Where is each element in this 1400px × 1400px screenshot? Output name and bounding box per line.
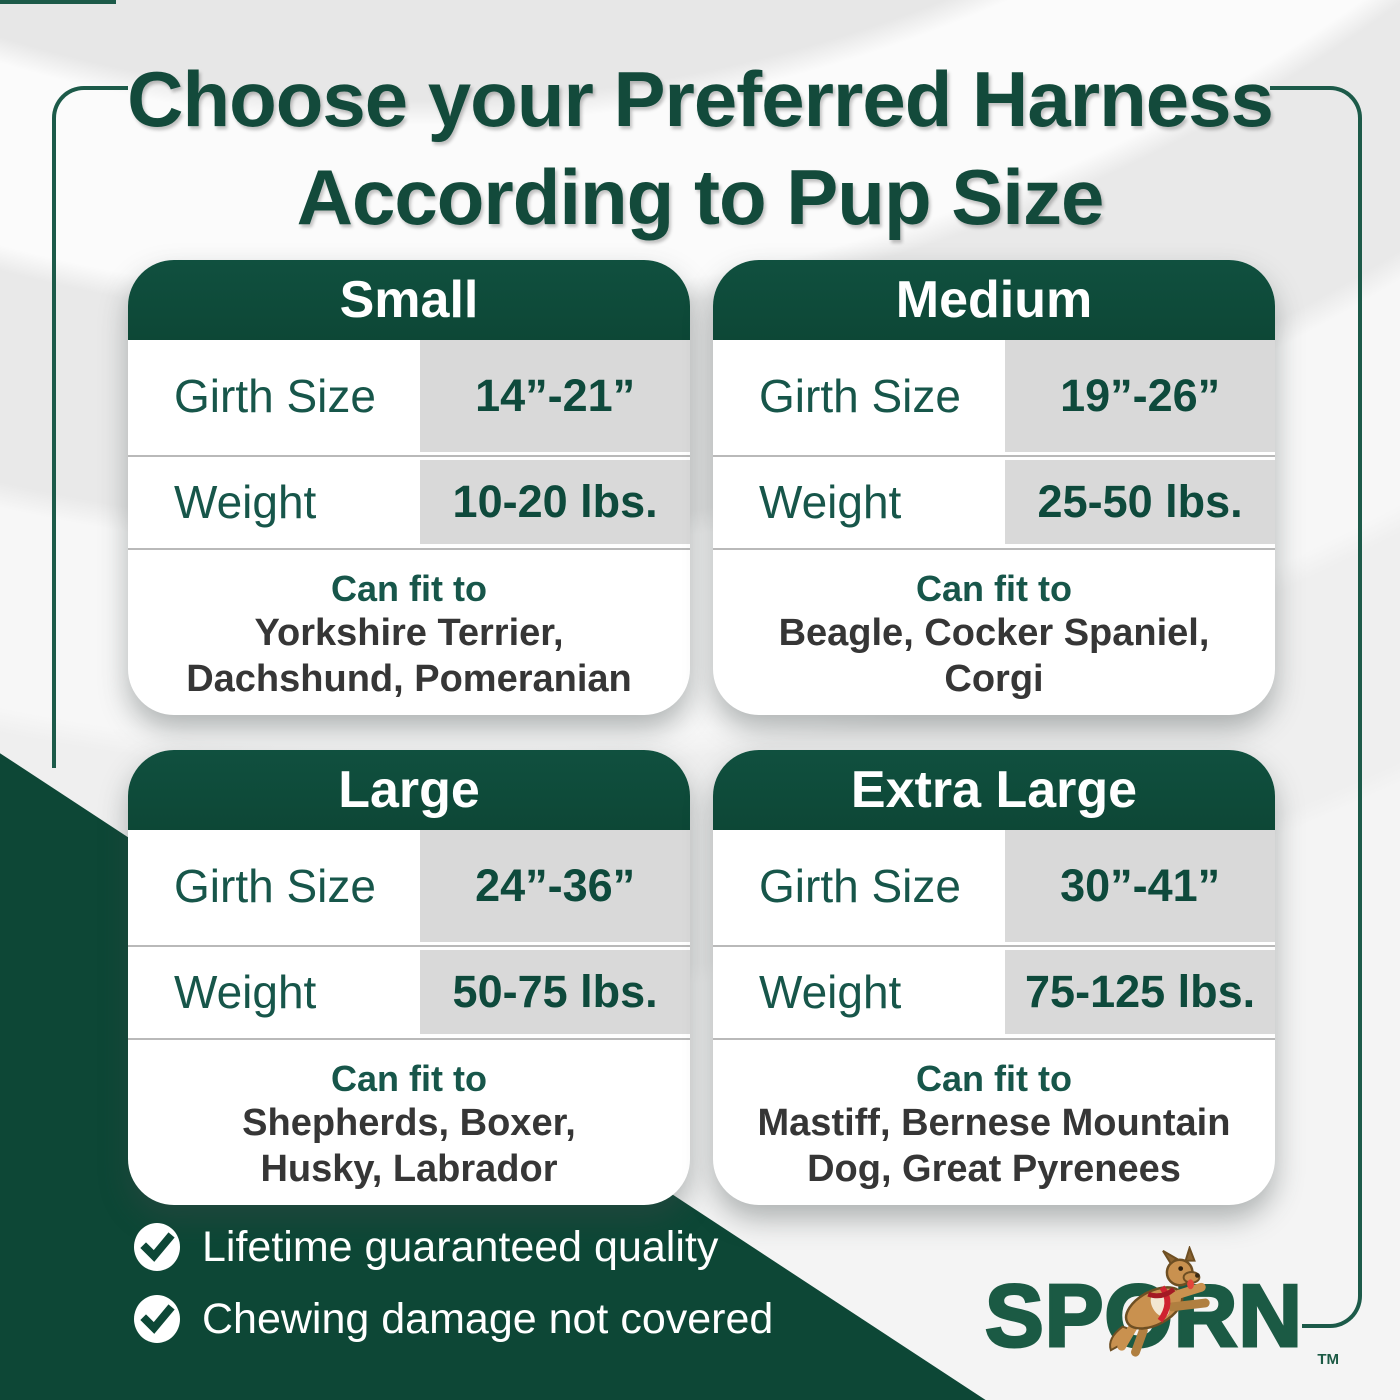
girth-label: Girth Size	[759, 860, 961, 912]
card-header-small: Small	[128, 260, 690, 340]
weight-value-cell: 10-20 lbs.	[420, 460, 690, 544]
fit-section: Can fit to Yorkshire Terrier, Dachshund,…	[128, 556, 690, 715]
girth-value-cell: 19”-26”	[1005, 340, 1275, 452]
card-title: Medium	[895, 271, 1093, 329]
sporn-logo: SPORN TM	[984, 1246, 1345, 1382]
girth-label: Girth Size	[174, 860, 376, 912]
weight-label: Weight	[174, 966, 317, 1018]
fit-breeds-line: Dachshund, Pomeranian	[186, 658, 632, 700]
check-icon	[134, 1295, 180, 1343]
card-header-extra-large: Extra Large	[713, 750, 1275, 830]
fit-breeds-line: Dog, Great Pyrenees	[807, 1148, 1181, 1190]
weight-label: Weight	[759, 476, 902, 528]
bullet-text: Chewing damage not covered	[202, 1294, 774, 1343]
row-divider	[713, 1038, 1275, 1040]
fit-breeds-line: Yorkshire Terrier,	[254, 612, 564, 654]
girth-value-cell: 30”-41”	[1005, 830, 1275, 942]
fit-section: Can fit to Beagle, Cocker Spaniel, Corgi	[713, 556, 1275, 715]
card-title: Extra Large	[850, 761, 1138, 819]
card-header-medium: Medium	[713, 260, 1275, 340]
girth-label: Girth Size	[174, 370, 376, 422]
chewing-bullet: Chewing damage not covered	[132, 1294, 773, 1344]
fit-label: Can fit to	[916, 1058, 1072, 1099]
card-title: Large	[338, 761, 480, 819]
bullet-text: Lifetime guaranteed quality	[202, 1222, 719, 1271]
row-divider	[128, 455, 690, 457]
fit-breeds-line: Shepherds, Boxer,	[242, 1102, 576, 1144]
weight-label: Weight	[174, 476, 317, 528]
fit-breeds-line: Mastiff, Bernese Mountain	[757, 1102, 1231, 1144]
fit-label: Can fit to	[331, 1058, 487, 1099]
trademark-symbol: TM	[1317, 1351, 1339, 1368]
girth-value: 24”-36”	[475, 860, 636, 911]
fit-section: Can fit to Shepherds, Boxer, Husky, Labr…	[128, 1046, 690, 1205]
frame-top-right	[1270, 86, 1362, 1270]
row-divider	[128, 548, 690, 550]
weight-value-cell: 25-50 lbs.	[1005, 460, 1275, 544]
card-header-large: Large	[128, 750, 690, 830]
size-card-large: Large 24”-36” 50-75 lbs. Girth Size Weig…	[128, 750, 690, 1205]
fit-breeds-line: Husky, Labrador	[260, 1148, 558, 1190]
page-title-line1: Choose your Preferred Harness	[127, 55, 1274, 143]
girth-label: Girth Size	[759, 370, 961, 422]
frame-bottom-line	[0, 0, 116, 4]
size-card-medium: Medium 19”-26” 25-50 lbs. Girth Size Wei…	[713, 260, 1275, 715]
weight-value-cell: 50-75 lbs.	[420, 950, 690, 1034]
row-divider	[713, 455, 1275, 457]
girth-value: 14”-21”	[475, 370, 636, 421]
page-title-line2: According to Pup Size	[296, 153, 1105, 241]
weight-value-cell: 75-125 lbs.	[1005, 950, 1275, 1034]
weight-value: 25-50 lbs.	[1037, 476, 1243, 527]
check-icon	[134, 1223, 180, 1271]
weight-value: 75-125 lbs.	[1025, 966, 1256, 1017]
fit-breeds-line: Beagle, Cocker Spaniel,	[778, 612, 1210, 654]
girth-value: 19”-26”	[1060, 370, 1221, 421]
size-card-extra-large: Extra Large 30”-41” 75-125 lbs. Girth Si…	[713, 750, 1275, 1205]
weight-value: 10-20 lbs.	[452, 476, 658, 527]
fit-breeds-line: Corgi	[944, 658, 1044, 700]
row-divider	[128, 945, 690, 947]
girth-value-cell: 14”-21”	[420, 340, 690, 452]
weight-label: Weight	[759, 966, 902, 1018]
girth-value-cell: 24”-36”	[420, 830, 690, 942]
row-divider	[713, 945, 1275, 947]
size-card-small: Small 14”-21” 10-20 lbs. Girth Size Weig…	[128, 260, 690, 715]
page-title: Choose your Preferred Harness According …	[0, 50, 1400, 246]
weight-value: 50-75 lbs.	[452, 966, 658, 1017]
leaping-dog-icon	[1109, 1246, 1210, 1357]
frame-bottom-right	[1302, 1266, 1362, 1328]
card-title: Small	[339, 271, 479, 329]
fit-section: Can fit to Mastiff, Bernese Mountain Dog…	[713, 1046, 1275, 1205]
guarantee-bullet: Lifetime guaranteed quality	[132, 1222, 718, 1272]
girth-value: 30”-41”	[1060, 860, 1221, 911]
fit-label: Can fit to	[916, 568, 1072, 609]
fit-label: Can fit to	[331, 568, 487, 609]
frame-top-left	[52, 86, 128, 768]
row-divider	[713, 548, 1275, 550]
row-divider	[128, 1038, 690, 1040]
